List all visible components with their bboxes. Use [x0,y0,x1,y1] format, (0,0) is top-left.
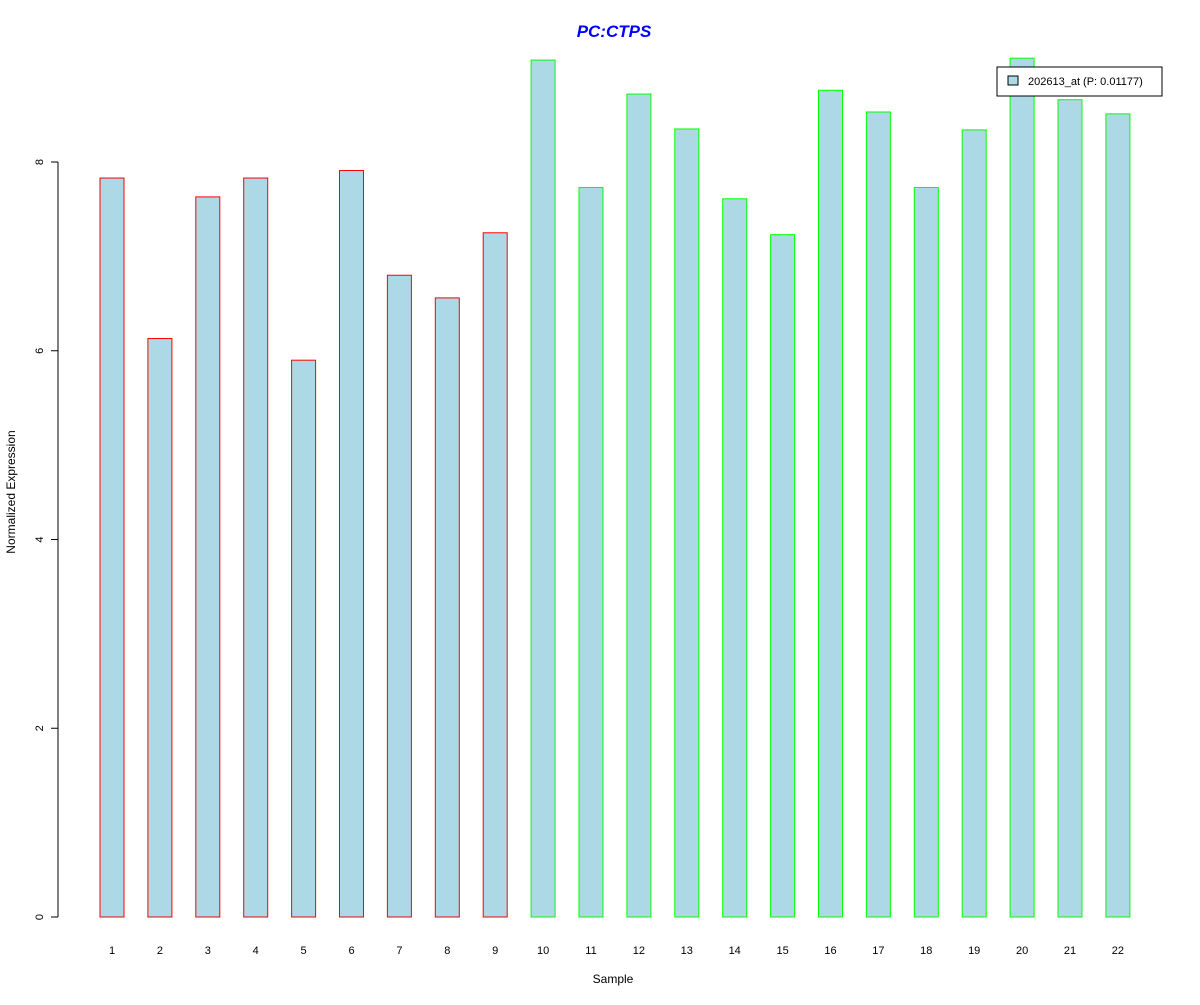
bar-sample-6 [339,169,364,918]
x-tick-label: 18 [920,945,932,957]
x-tick-label: 3 [205,945,211,957]
bar-sample-16 [818,89,843,918]
x-tick-label: 15 [776,945,788,957]
x-tick-label: 16 [824,945,836,957]
bar-sample-14 [722,198,748,918]
chart-title: PC:CTPS [577,22,652,41]
x-tick-label: 12 [633,945,645,957]
x-tick-label: 22 [1112,945,1124,957]
x-tick-label: 14 [729,945,741,957]
bar-sample-20 [1009,57,1035,918]
legend-swatch [1007,75,1019,86]
x-tick-label: 9 [492,945,498,957]
y-tick-label: 2 [34,725,46,731]
x-tick-label: 19 [968,945,980,957]
x-tick-label: 1 [109,945,115,957]
x-tick-label: 2 [157,945,163,957]
x-tick-label: 13 [681,945,693,957]
bar-sample-5 [291,359,317,918]
x-tick-label: 17 [872,945,884,957]
bar-sample-15 [770,234,796,918]
x-tick-label: 6 [348,945,354,957]
y-axis-label: Normalized Expression [4,430,18,553]
x-tick-label: 5 [301,945,307,957]
y-tick-label: 4 [34,536,46,542]
bar-sample-13 [674,128,700,918]
x-tick-label: 4 [253,945,259,957]
bar-sample-1 [99,177,125,918]
bar-sample-9 [482,232,508,918]
y-tick-label: 6 [34,348,46,354]
legend-label: 202613_at (P: 0.01177) [1028,76,1143,88]
bar-sample-21 [1057,99,1083,918]
bar-sample-7 [386,274,412,918]
bar-sample-12 [626,93,652,918]
x-tick-label: 11 [585,945,596,957]
x-tick-label: 21 [1064,945,1076,957]
x-axis-label: Sample [593,972,634,986]
y-tick-label: 8 [34,159,46,165]
x-tick-label: 10 [537,945,549,957]
legend: 202613_at (P: 0.01177) [996,66,1163,97]
bar-sample-4 [243,177,269,918]
bar-sample-2 [147,337,173,918]
bar-sample-8 [434,297,460,918]
x-tick-label: 8 [444,945,450,957]
x-tick-label: 20 [1016,945,1028,957]
bars-group [99,57,1131,918]
bar-sample-3 [195,196,221,918]
bar-sample-22 [1105,113,1131,918]
bar-sample-19 [961,129,987,918]
y-tick-label: 0 [34,914,46,920]
x-tick-label: 7 [396,945,402,957]
legend-box [996,66,1163,97]
bar-sample-17 [865,111,891,918]
bar-sample-10 [530,59,556,918]
x-tick-labels: 1 2 3 4 5 6 7 8 9 10 11 12 13 14 15 16 17 18 19 20 21 22 [109,945,1124,957]
bar-sample-18 [913,186,939,918]
bar-sample-11 [578,186,604,918]
y-axis: 0 2 4 6 8 [34,159,59,920]
